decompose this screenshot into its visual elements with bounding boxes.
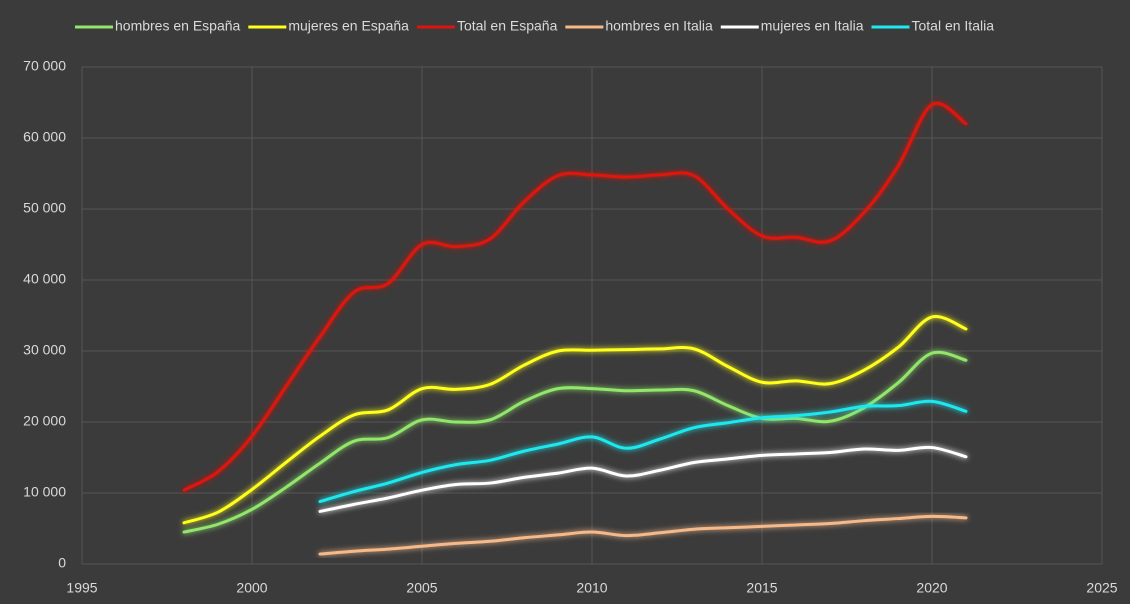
x-tick-label: 2020 xyxy=(916,580,947,596)
x-tick-label: 1995 xyxy=(66,580,97,596)
legend-label: mujeres en Italia xyxy=(761,18,864,34)
series-line xyxy=(318,399,968,504)
x-tick-label: 2025 xyxy=(1086,580,1117,596)
legend-label: Total en España xyxy=(457,18,558,34)
y-tick-label: 0 xyxy=(58,555,66,571)
legend-label: hombres en Italia xyxy=(605,18,713,34)
y-tick-label: 10 000 xyxy=(23,484,66,500)
series-line xyxy=(318,514,968,556)
series-line xyxy=(318,445,968,513)
x-tick-label: 2015 xyxy=(746,580,777,596)
x-tick-label: 2010 xyxy=(576,580,607,596)
x-tick-label: 2000 xyxy=(236,580,267,596)
series-line xyxy=(182,350,968,534)
legend-label: mujeres en España xyxy=(288,18,409,34)
series-line xyxy=(182,314,968,525)
legend-label: hombres en España xyxy=(115,18,241,34)
y-tick-label: 30 000 xyxy=(23,342,66,358)
y-tick-label: 70 000 xyxy=(23,58,66,74)
y-tick-label: 20 000 xyxy=(23,413,66,429)
y-tick-label: 40 000 xyxy=(23,271,66,287)
x-tick-label: 2005 xyxy=(406,580,437,596)
series-line xyxy=(182,101,968,492)
legend-label: Total en Italia xyxy=(911,18,994,34)
y-tick-label: 60 000 xyxy=(23,129,66,145)
y-tick-label: 50 000 xyxy=(23,200,66,216)
